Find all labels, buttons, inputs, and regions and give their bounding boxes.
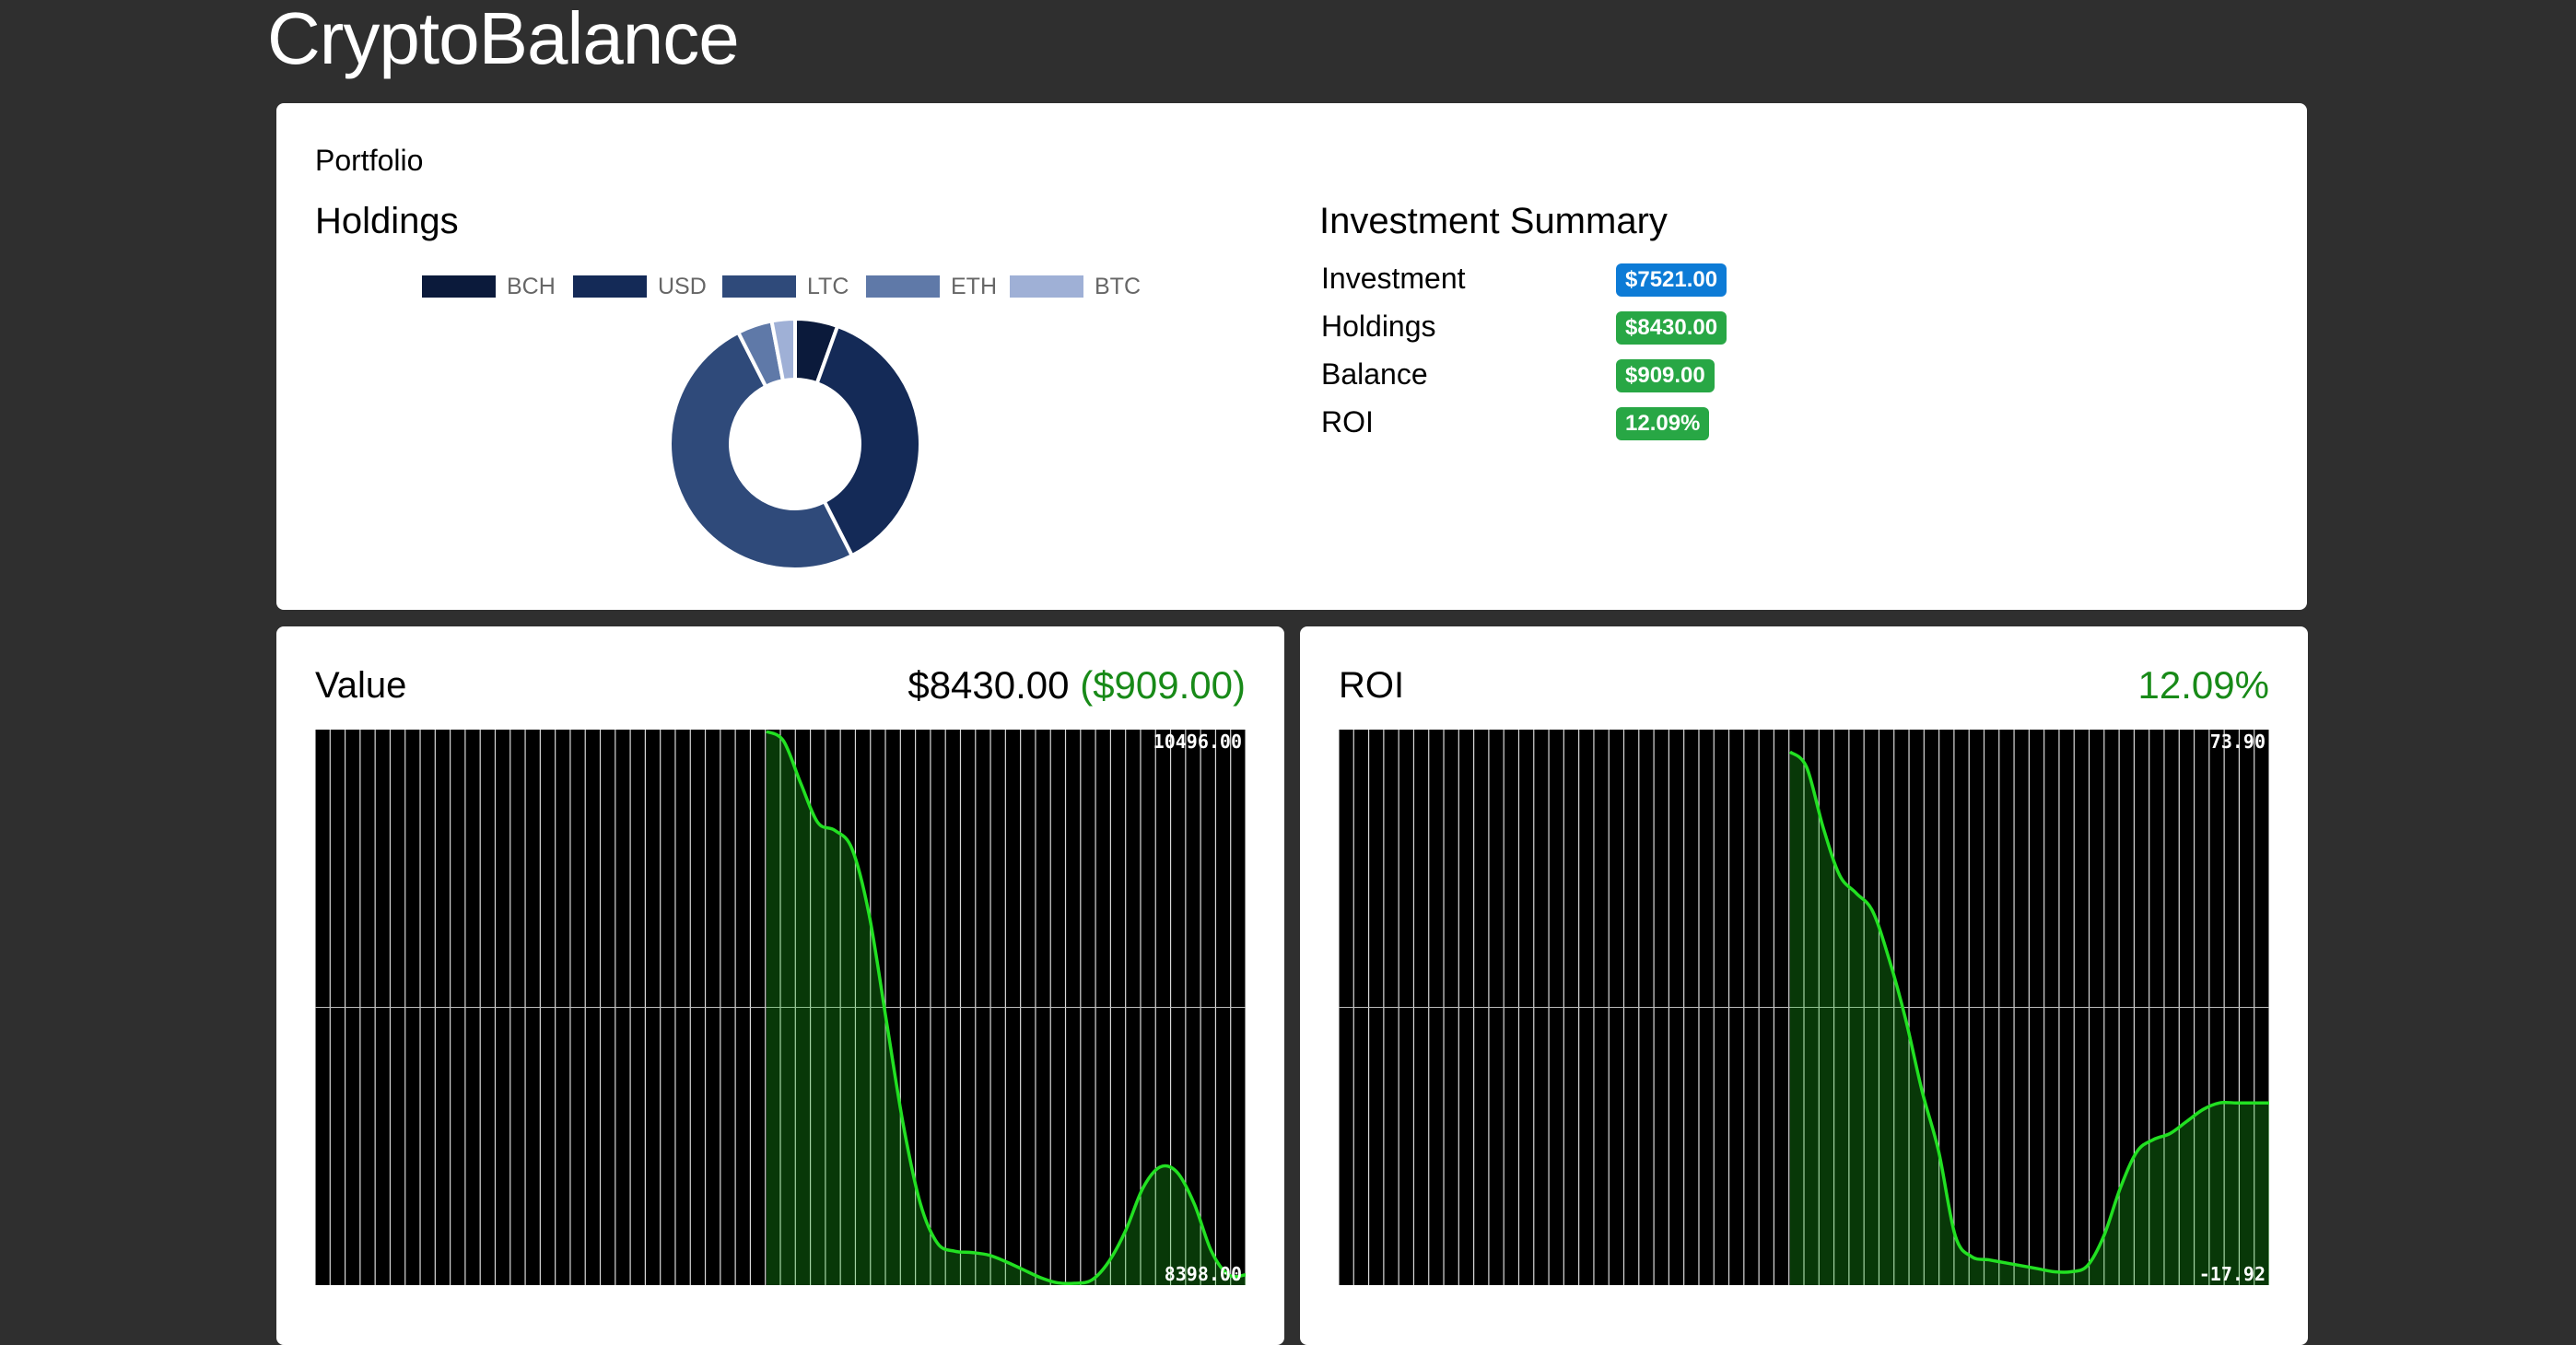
value-title: Value	[315, 665, 406, 707]
legend-swatch	[866, 275, 940, 298]
summary-badge: $8430.00	[1616, 311, 1727, 345]
app-title: CryptoBalance	[267, 0, 739, 81]
roi-chart-plot	[1339, 730, 2269, 1285]
legend-swatch	[722, 275, 796, 298]
value-card: Value $8430.00 ($909.00) 10496.00 8398.0…	[276, 626, 1284, 1345]
portfolio-label: Portfolio	[315, 144, 423, 178]
roi-chart: 73.90 -17.92	[1339, 730, 2269, 1285]
value-chart: 10496.00 8398.00	[315, 730, 1246, 1285]
summary-key: Investment	[1321, 258, 1466, 298]
value-change: ($909.00)	[1080, 663, 1246, 707]
value-amount-group: $8430.00 ($909.00)	[907, 663, 1246, 708]
legend-label: BTC	[1095, 273, 1141, 300]
value-axis-min: 8398.00	[1165, 1264, 1242, 1284]
roi-axis-min: -17.92	[2199, 1264, 2266, 1284]
summary-key: Balance	[1321, 354, 1428, 394]
holdings-title: Holdings	[315, 201, 459, 242]
legend-swatch	[1010, 275, 1083, 298]
summary-badge: $909.00	[1616, 359, 1715, 392]
legend-label: ETH	[951, 273, 997, 300]
summary-key: Holdings	[1321, 306, 1436, 346]
legend-label: USD	[658, 273, 707, 300]
summary-badge: $7521.00	[1616, 263, 1727, 297]
value-axis-max: 10496.00	[1153, 731, 1242, 752]
portfolio-card: Portfolio Holdings Investment Summary BC…	[276, 103, 2307, 610]
holdings-donut-chart	[666, 315, 924, 573]
legend-swatch	[573, 275, 647, 298]
roi-amount: 12.09%	[2138, 663, 2269, 708]
legend-label: BCH	[507, 273, 556, 300]
roi-card: ROI 12.09% 73.90 -17.92	[1300, 626, 2308, 1345]
summary-key: ROI	[1321, 402, 1374, 442]
roi-axis-max: 73.90	[2210, 731, 2266, 752]
value-chart-plot	[315, 730, 1246, 1285]
roi-title: ROI	[1339, 665, 1404, 707]
value-amount: $8430.00	[907, 663, 1069, 707]
summary-badge: 12.09%	[1616, 407, 1709, 440]
legend-label: LTC	[807, 273, 849, 300]
investment-summary-title: Investment Summary	[1319, 201, 1668, 242]
legend-swatch	[422, 275, 496, 298]
